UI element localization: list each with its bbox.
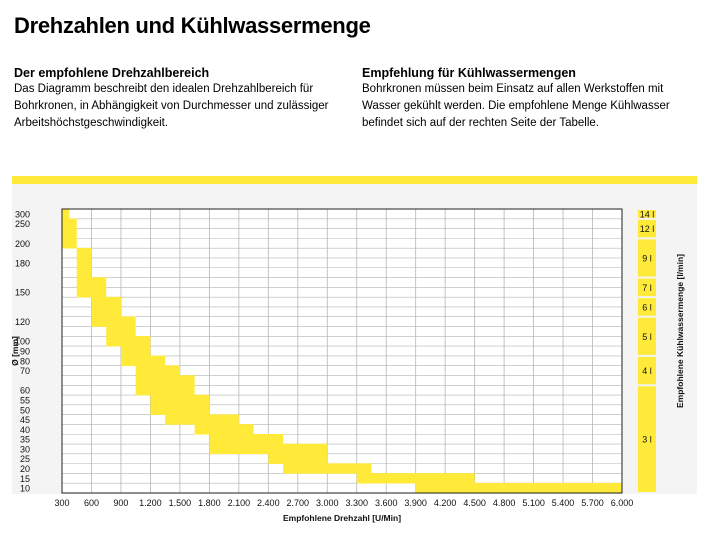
coolant-label: 9 l — [642, 253, 652, 263]
coolant-label: 5 l — [642, 332, 652, 342]
range-bar-15 — [356, 473, 475, 484]
top-band — [12, 176, 697, 184]
y-tick-label: 300 — [15, 209, 30, 219]
x-tick-label: 6.000 — [611, 498, 634, 508]
range-bar-225 — [62, 228, 77, 239]
range-bar-150 — [76, 287, 107, 298]
x-tick-label: 5.100 — [522, 498, 545, 508]
range-bar-10 — [415, 482, 622, 494]
x-tick-label: 5.400 — [552, 498, 575, 508]
y-tick-label: 40 — [20, 425, 30, 435]
coolant-label: 6 l — [642, 302, 652, 312]
coolant-segment — [638, 219, 656, 238]
x-tick-label: 900 — [113, 498, 128, 508]
y-tick-label: 200 — [15, 239, 30, 249]
range-bar-160 — [76, 277, 107, 288]
range-bar-180 — [76, 257, 92, 269]
range-bar-50 — [150, 404, 210, 415]
range-bar-90 — [120, 345, 151, 357]
range-bar-130 — [91, 306, 121, 318]
coolant-label: 7 l — [642, 283, 652, 293]
range-bar-35 — [209, 433, 284, 445]
x-tick-label: 5.700 — [581, 498, 604, 508]
y-tick-label: 55 — [20, 395, 30, 405]
range-bar-60 — [135, 384, 195, 396]
y-axis-title: Ø [mm] — [10, 336, 20, 366]
range-bar-190 — [76, 247, 92, 259]
range-bar-80 — [120, 355, 166, 366]
y-tick-label: 60 — [20, 386, 30, 396]
range-bar-55 — [150, 394, 210, 406]
range-bar-20 — [283, 463, 372, 474]
y-tick-label: 100 — [15, 337, 30, 347]
right-section-text: Bohrkronen müssen beim Einsatz auf allen… — [362, 83, 670, 129]
y-tick-label: 90 — [20, 347, 30, 357]
range-bar-200 — [62, 238, 77, 249]
range-bar-300 — [62, 208, 70, 220]
range-bar-70 — [135, 365, 180, 376]
plot-area — [62, 209, 622, 493]
range-bar-100 — [106, 336, 151, 347]
y-tick-label: 120 — [15, 317, 30, 327]
x-tick-label: 2.400 — [257, 498, 280, 508]
x-tick-label: 3.600 — [375, 498, 398, 508]
range-bar-120 — [91, 316, 136, 327]
range-bar-30 — [209, 443, 328, 455]
y-tick-label: 45 — [20, 415, 30, 425]
y-tick-label: 10 — [20, 484, 30, 494]
y-tick-label: 150 — [15, 288, 30, 298]
x-tick-label: 1.500 — [169, 498, 192, 508]
coolant-segment — [638, 278, 656, 297]
y-tick-label: 20 — [20, 464, 30, 474]
coolant-segment — [638, 298, 656, 316]
y-tick-label: 25 — [20, 454, 30, 464]
y-tick-label: 70 — [20, 366, 30, 376]
range-bar-45 — [165, 414, 239, 425]
range-bar-65 — [135, 375, 195, 386]
left-section-heading: Der empfohlene Drehzahlbereich — [14, 66, 210, 80]
coolant-label: 14 l — [640, 209, 655, 219]
range-bar-25 — [268, 453, 328, 464]
coolant-label: 3 l — [642, 435, 652, 445]
x-tick-label: 3.300 — [345, 498, 368, 508]
left-section-text: Das Diagramm beschreibt den idealen Dreh… — [14, 83, 329, 129]
range-bar-250 — [62, 218, 77, 229]
coolant-label: 12 l — [640, 224, 655, 234]
y-tick-label: 35 — [20, 435, 30, 445]
x-axis-title: Empfohlene Drehzahl [U/Min] — [283, 513, 401, 523]
coolant-segment — [638, 210, 656, 218]
page-title: Drehzahlen und Kühlwassermenge — [14, 13, 371, 38]
x-tick-label: 300 — [54, 498, 69, 508]
coolant-segment — [638, 386, 656, 492]
range-bar-170 — [76, 267, 92, 278]
right-section-heading: Empfehlung für Kühlwassermengen — [362, 66, 576, 80]
range-bar-140 — [91, 296, 121, 308]
range-bar-110 — [106, 326, 136, 337]
x-tick-label: 2.700 — [287, 498, 310, 508]
y-tick-label: 250 — [15, 219, 30, 229]
y-tick-label: 50 — [20, 405, 30, 415]
x-tick-label: 4.200 — [434, 498, 457, 508]
x-tick-label: 1.800 — [198, 498, 221, 508]
coolant-label: 4 l — [642, 366, 652, 376]
coolant-segment — [638, 356, 656, 385]
x-tick-label: 1.200 — [139, 498, 162, 508]
range-bar-40 — [194, 424, 254, 435]
x-tick-label: 4.500 — [463, 498, 486, 508]
x-tick-label: 4.800 — [493, 498, 516, 508]
y-tick-label: 30 — [20, 444, 30, 454]
y-tick-label: 15 — [20, 474, 30, 484]
y-tick-label: 80 — [20, 356, 30, 366]
x-tick-label: 3.900 — [404, 498, 427, 508]
x-tick-label: 600 — [84, 498, 99, 508]
plot-frame — [61, 208, 623, 494]
x-tick-label: 2.100 — [228, 498, 251, 508]
coolant-segment — [638, 317, 656, 355]
x-tick-label: 3.000 — [316, 498, 339, 508]
right-axis-title: Empfohlene Kühlwassermenge [l/min] — [675, 254, 685, 408]
coolant-segment — [638, 239, 656, 277]
y-tick-label: 180 — [15, 258, 30, 268]
